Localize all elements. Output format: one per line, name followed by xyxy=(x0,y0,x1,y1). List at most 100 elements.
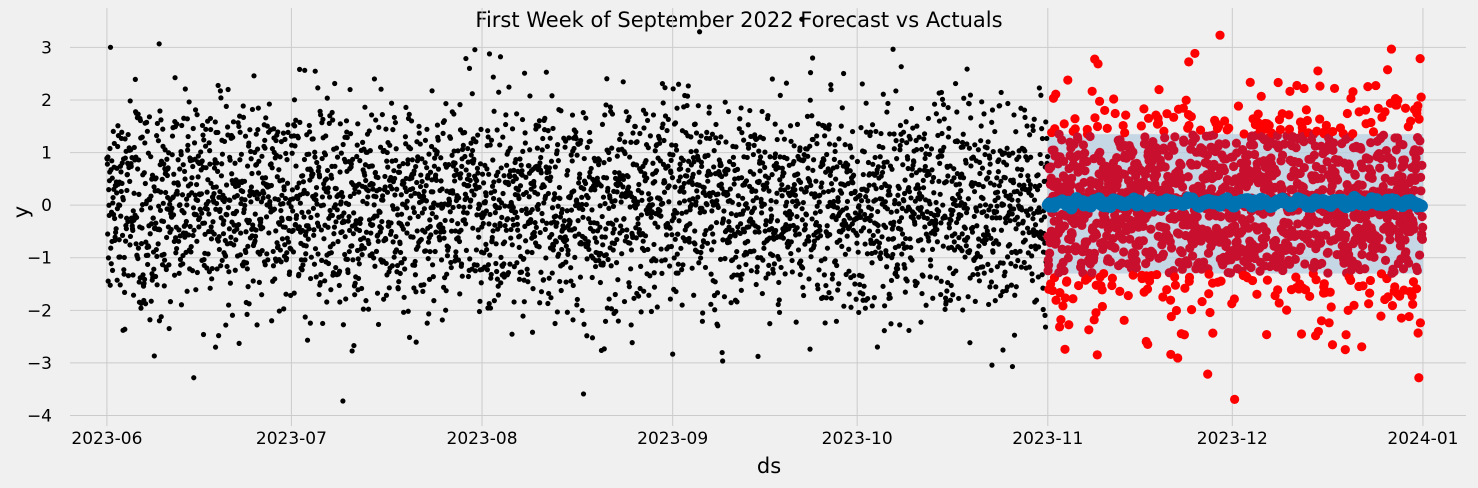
actual-point xyxy=(1073,134,1083,144)
history-point xyxy=(160,126,166,132)
history-point xyxy=(952,80,959,87)
history-point xyxy=(589,335,596,341)
history-point xyxy=(1002,269,1008,275)
history-point xyxy=(618,131,624,137)
history-point xyxy=(995,195,1001,201)
history-point xyxy=(178,302,185,308)
history-point xyxy=(699,163,705,170)
history-point xyxy=(904,244,910,250)
history-point xyxy=(289,150,295,156)
history-point xyxy=(115,143,121,150)
history-point xyxy=(247,192,253,199)
history-point xyxy=(122,326,128,332)
history-point xyxy=(255,127,261,133)
history-point xyxy=(259,248,265,254)
history-point xyxy=(263,115,269,121)
actual-point xyxy=(1316,238,1326,248)
history-point xyxy=(419,210,425,216)
history-point xyxy=(1019,207,1025,213)
history-point xyxy=(302,314,308,320)
history-point xyxy=(485,262,492,268)
history-point xyxy=(229,312,236,318)
history-point xyxy=(620,79,626,85)
history-point xyxy=(306,122,312,129)
history-point xyxy=(545,128,551,134)
history-point xyxy=(182,176,188,182)
actual-point xyxy=(1067,173,1077,183)
history-point xyxy=(503,227,509,233)
history-point xyxy=(507,174,513,180)
history-point xyxy=(236,123,242,130)
history-point xyxy=(110,211,117,218)
history-point xyxy=(278,207,284,214)
history-point xyxy=(345,269,351,276)
history-point xyxy=(778,264,784,271)
history-point xyxy=(539,147,545,153)
actual-point xyxy=(1118,120,1128,131)
history-point xyxy=(834,262,840,269)
history-point xyxy=(891,146,897,152)
history-point xyxy=(809,113,815,119)
actual-point xyxy=(1299,163,1309,173)
history-point xyxy=(563,243,569,249)
history-point xyxy=(744,154,750,161)
history-point xyxy=(627,240,633,246)
history-point xyxy=(777,154,783,160)
history-point xyxy=(600,260,606,266)
history-point xyxy=(379,218,385,225)
history-point xyxy=(983,237,989,243)
history-point xyxy=(558,287,564,294)
history-point xyxy=(474,212,480,218)
actual-point xyxy=(1291,272,1301,282)
history-point xyxy=(529,206,535,213)
history-point xyxy=(788,239,794,245)
history-point xyxy=(810,136,816,143)
history-point xyxy=(279,192,285,198)
history-point xyxy=(228,234,234,240)
history-point xyxy=(421,206,427,212)
history-point xyxy=(685,158,692,164)
actual-point xyxy=(1206,184,1217,194)
history-point xyxy=(856,203,862,209)
history-point xyxy=(967,275,973,281)
history-point xyxy=(880,164,887,170)
history-point xyxy=(589,207,595,213)
history-point xyxy=(401,309,407,315)
history-point xyxy=(585,239,591,245)
history-point xyxy=(792,187,798,193)
history-point xyxy=(285,122,291,128)
history-point xyxy=(660,200,666,206)
history-point xyxy=(290,227,296,233)
history-point xyxy=(715,140,722,146)
history-point xyxy=(110,194,116,201)
history-point xyxy=(396,279,402,285)
history-point xyxy=(191,375,197,381)
actual-point xyxy=(1182,213,1193,223)
history-point xyxy=(905,165,911,172)
history-point xyxy=(737,116,743,122)
history-point xyxy=(502,203,508,209)
history-point xyxy=(234,226,240,232)
history-point xyxy=(612,169,618,176)
history-point xyxy=(609,111,616,117)
history-point xyxy=(1016,154,1022,160)
history-point xyxy=(158,117,164,123)
history-point xyxy=(324,299,330,305)
history-point xyxy=(290,249,297,255)
history-point xyxy=(805,153,811,159)
history-point xyxy=(910,125,916,131)
history-point xyxy=(763,218,769,224)
history-point xyxy=(788,250,794,257)
history-point xyxy=(842,251,848,257)
history-point xyxy=(414,228,420,234)
history-point xyxy=(184,288,190,294)
history-point xyxy=(266,230,272,236)
history-point xyxy=(310,205,317,212)
history-point xyxy=(969,229,976,235)
history-point xyxy=(933,220,939,226)
history-point xyxy=(690,196,696,202)
history-point xyxy=(281,187,287,193)
history-point xyxy=(826,122,832,128)
history-point xyxy=(537,229,543,236)
history-point xyxy=(1004,145,1010,151)
